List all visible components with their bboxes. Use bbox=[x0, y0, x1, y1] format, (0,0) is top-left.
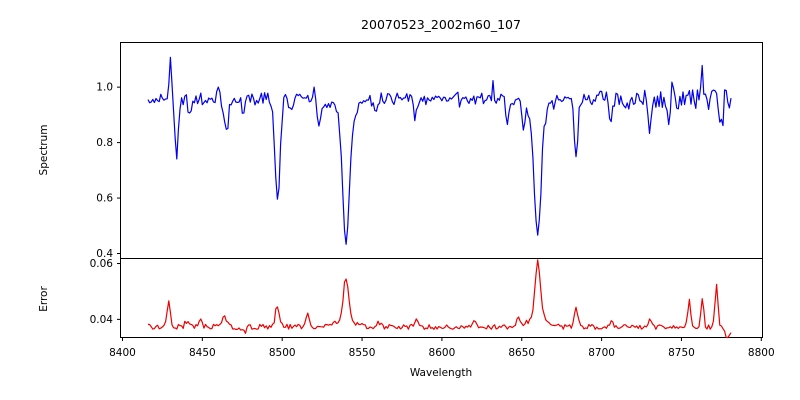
x-tick-label: 8600 bbox=[429, 347, 456, 359]
x-tick-label: 8450 bbox=[189, 347, 216, 359]
spectrum-y-axis-label: Spectrum bbox=[38, 125, 50, 176]
x-tick-label: 8650 bbox=[508, 347, 535, 359]
spectrum-panel bbox=[120, 42, 763, 259]
spectrum-line bbox=[147, 56, 732, 245]
y-tick-label: 0.8 bbox=[96, 137, 113, 149]
x-tick-label: 8800 bbox=[748, 347, 775, 359]
y-tick-label: 0.6 bbox=[96, 193, 113, 205]
x-tick-label: 8700 bbox=[588, 347, 615, 359]
error-panel bbox=[120, 258, 763, 338]
error-line bbox=[147, 259, 732, 339]
x-axis-label: Wavelength bbox=[410, 367, 472, 379]
spectrum-y-axis-ticks: 1.0 0.8 0.6 0.4 bbox=[96, 82, 121, 260]
y-tick-label: 0.06 bbox=[90, 258, 114, 270]
x-tick-label: 8550 bbox=[349, 347, 376, 359]
error-y-axis-label: Error bbox=[38, 286, 50, 312]
x-tick-label: 8750 bbox=[668, 347, 695, 359]
chart-title: 20070523_2002m60_107 bbox=[361, 17, 521, 32]
x-axis-ticks: 8400 8450 8500 8550 8600 8650 8700 8750 8800 bbox=[109, 337, 775, 359]
y-tick-label: 0.4 bbox=[96, 248, 113, 260]
x-tick-label: 8500 bbox=[269, 347, 296, 359]
y-tick-label: 1.0 bbox=[96, 82, 113, 94]
error-y-axis-ticks: 0.06 0.04 bbox=[90, 258, 121, 326]
y-tick-label: 0.04 bbox=[90, 314, 114, 326]
x-tick-label: 8400 bbox=[109, 347, 136, 359]
